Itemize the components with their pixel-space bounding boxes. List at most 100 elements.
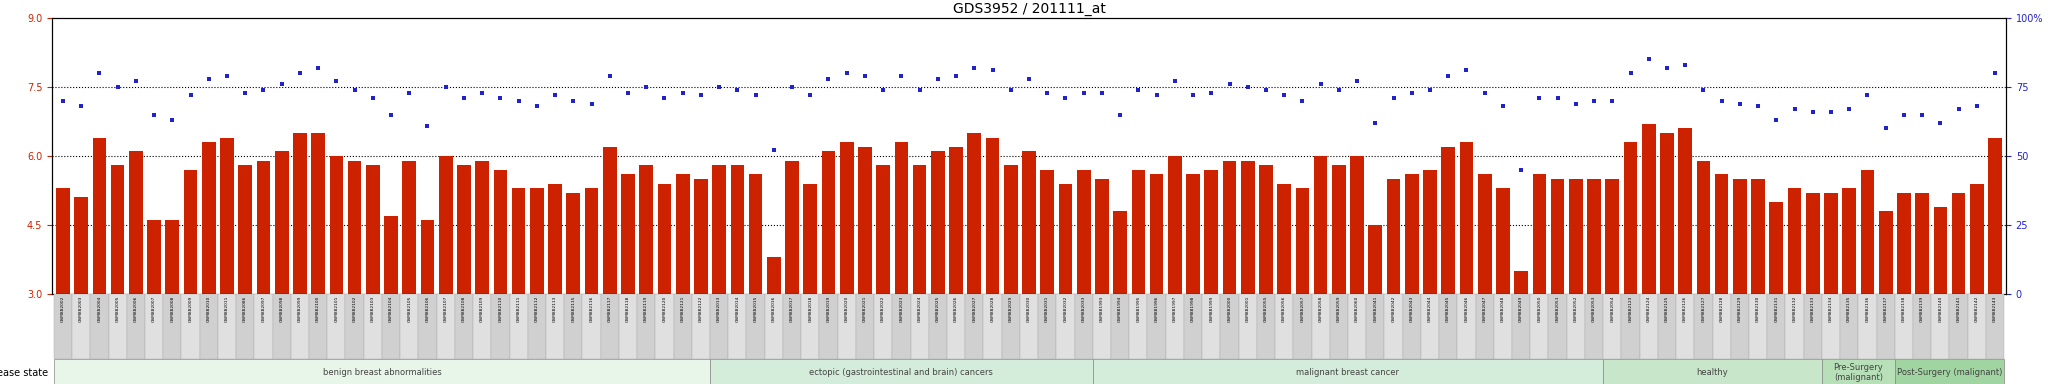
Bar [1769, 202, 1784, 294]
Bar [1712, 294, 1731, 359]
Text: GSM882011: GSM882011 [225, 295, 229, 322]
Text: GSM882043: GSM882043 [1409, 295, 1413, 322]
Bar [1133, 170, 1145, 294]
Text: malignant breast cancer: malignant breast cancer [1296, 368, 1399, 377]
Point [1942, 106, 1974, 112]
Bar [1167, 156, 1182, 294]
Point [795, 92, 827, 98]
Point [1815, 109, 1847, 115]
Bar [494, 170, 508, 294]
Bar [436, 294, 455, 359]
Text: GSM882128: GSM882128 [1720, 295, 1724, 322]
Bar [457, 165, 471, 294]
Bar [764, 294, 782, 359]
Text: GSM882119: GSM882119 [645, 295, 649, 322]
Bar [1894, 359, 2005, 384]
Bar [1147, 294, 1165, 359]
Text: GSM882026: GSM882026 [954, 295, 958, 322]
Bar [330, 156, 344, 294]
Bar [1714, 174, 1729, 294]
Bar [838, 294, 856, 359]
Point [940, 73, 973, 79]
Text: GSM882002: GSM882002 [61, 295, 66, 322]
Bar [199, 294, 217, 359]
Text: GSM882101: GSM882101 [334, 295, 338, 322]
Bar [1096, 179, 1108, 294]
Bar [1038, 294, 1057, 359]
Bar [877, 165, 891, 294]
Bar [328, 294, 346, 359]
Text: GSM882141: GSM882141 [1956, 295, 1960, 322]
Bar [1077, 170, 1090, 294]
Text: GSM882118: GSM882118 [627, 295, 631, 322]
Text: disease state: disease state [0, 367, 47, 377]
Bar [1114, 211, 1126, 294]
Text: GSM882104: GSM882104 [389, 295, 393, 322]
Bar [166, 220, 178, 294]
Text: GSM882131: GSM882131 [1774, 295, 1778, 322]
Text: GSM882123: GSM882123 [1628, 295, 1632, 322]
Text: GSM882027: GSM882027 [973, 295, 977, 322]
Text: GSM882134: GSM882134 [1829, 295, 1833, 322]
Point [47, 98, 80, 104]
Text: GSM882054: GSM882054 [1610, 295, 1614, 322]
Text: GSM882047: GSM882047 [1483, 295, 1487, 322]
Text: GSM882033: GSM882033 [1081, 295, 1085, 322]
Point [594, 73, 627, 79]
Bar [92, 137, 106, 294]
Bar [874, 294, 893, 359]
Bar [145, 294, 164, 359]
Text: healthy: healthy [1696, 368, 1729, 377]
Bar [1386, 179, 1401, 294]
Text: GSM882057: GSM882057 [1300, 295, 1305, 322]
Point [319, 78, 352, 84]
Point [84, 70, 117, 76]
Bar [1022, 151, 1036, 294]
Text: GSM882006: GSM882006 [133, 295, 137, 322]
Point [922, 76, 954, 82]
Text: GSM882103: GSM882103 [371, 295, 375, 322]
Bar [895, 142, 907, 294]
Bar [1350, 156, 1364, 294]
Text: GSM882105: GSM882105 [408, 295, 412, 322]
Bar [1804, 294, 1823, 359]
Point [1741, 103, 1774, 109]
Text: GDS3952 / 201111_at: GDS3952 / 201111_at [952, 2, 1106, 16]
Bar [53, 294, 72, 359]
Text: GSM882031: GSM882031 [1044, 295, 1049, 322]
Text: GSM882009: GSM882009 [188, 295, 193, 322]
Text: ectopic (gastrointestinal and brain) cancers: ectopic (gastrointestinal and brain) can… [809, 368, 993, 377]
Bar [801, 294, 819, 359]
Text: GSM882132: GSM882132 [1792, 295, 1796, 322]
Point [1669, 62, 1702, 68]
Text: GSM882106: GSM882106 [426, 295, 430, 322]
Bar [311, 133, 326, 294]
Bar [1567, 294, 1585, 359]
Bar [1384, 294, 1403, 359]
Bar [1221, 294, 1239, 359]
Bar [1896, 193, 1911, 294]
Bar [602, 147, 616, 294]
Bar [784, 161, 799, 294]
Bar [1513, 271, 1528, 294]
Bar [1657, 294, 1675, 359]
Point [1012, 76, 1044, 82]
Point [119, 78, 152, 84]
Point [1159, 78, 1192, 84]
Bar [1329, 294, 1348, 359]
Text: GSM882053: GSM882053 [1591, 295, 1595, 322]
Text: GSM882124: GSM882124 [1647, 295, 1651, 322]
Bar [1001, 294, 1020, 359]
Bar [182, 294, 199, 359]
Bar [674, 294, 692, 359]
Bar [893, 294, 911, 359]
Point [1706, 98, 1739, 104]
Bar [600, 294, 618, 359]
Bar [1548, 294, 1567, 359]
Point [1030, 89, 1063, 96]
Text: GSM882139: GSM882139 [1921, 295, 1925, 322]
Bar [1788, 188, 1802, 294]
Point [1870, 125, 1903, 131]
Bar [1020, 294, 1038, 359]
Bar [1823, 359, 1894, 384]
